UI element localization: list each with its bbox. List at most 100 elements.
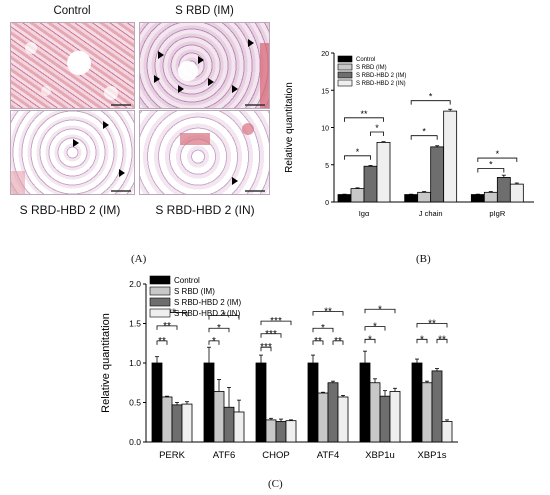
image-title-srbd-hbd2-in: S RBD-HBD 2 (IN): [155, 203, 255, 217]
significance-label: *: [373, 322, 377, 333]
significance-bracket: [416, 323, 448, 328]
category-label: J chain: [419, 209, 443, 218]
y-tick-label: 10: [321, 126, 329, 133]
significance-bracket: [260, 320, 292, 326]
category-label: XBP1u: [365, 450, 395, 461]
category-label: ATF6: [213, 450, 236, 461]
bar: [233, 411, 245, 443]
bar: [337, 396, 349, 443]
y-axis-label: Relative quantitation: [100, 313, 112, 413]
significance-bracket: [260, 333, 282, 338]
y-tick-label: 0: [325, 200, 329, 207]
y-tick-label: 0.0: [129, 437, 141, 447]
significance-label: **: [163, 321, 171, 332]
chart-b: 0 5 10 15 20 Relative quantitation Igα J chain p…: [284, 51, 534, 218]
bar: [359, 362, 371, 443]
bar: [350, 188, 365, 203]
significance-bracket: [208, 315, 240, 320]
legend-label: Control: [356, 57, 375, 63]
significance-label: ***: [265, 329, 277, 340]
category-label: pIgR: [489, 209, 505, 218]
y-tick-label: 1.0: [129, 358, 141, 368]
image-title-srbd-hbd2-im: S RBD-HBD 2 (IM): [19, 203, 121, 217]
bar: [496, 177, 511, 203]
image-title-control: Control: [53, 5, 91, 17]
significance-bracket: [156, 325, 178, 330]
bar: [337, 194, 352, 203]
bar: [171, 404, 183, 443]
legend-label: S RBD-HBD 2 (IN): [356, 81, 406, 87]
bar: [430, 146, 445, 203]
significance-label: **: [168, 307, 176, 318]
significance-bracket: [416, 338, 428, 344]
micrograph-control-svg: [25, 42, 131, 106]
panel-label-b: (B): [416, 253, 431, 265]
bar: [203, 362, 215, 443]
significance-label: *: [356, 147, 360, 157]
significance-bracket: [260, 346, 272, 352]
significance-bracket: [410, 135, 438, 140]
legend-label: S RBD-HBD 2 (IM): [356, 73, 406, 79]
micrograph-srbd-im: [139, 22, 270, 109]
legend-swatch: [337, 63, 353, 71]
bar: [275, 421, 287, 443]
bar: [376, 142, 391, 203]
significance-bracket: [332, 340, 344, 345]
bar: [151, 362, 163, 443]
y-tick-label: 5: [325, 163, 329, 170]
significance-label: *: [375, 123, 379, 133]
significance-label: ***: [260, 342, 272, 353]
significance-bracket: [344, 155, 371, 160]
micrograph-srbd-hbd2-in-svg: [180, 123, 265, 192]
bar: [470, 194, 485, 203]
chart-c: 0.0 0.5 1.0 1.5 2.0 Relative quantitation PERK…: [100, 275, 458, 461]
legend-swatch: [149, 297, 171, 307]
significance-bracket: [364, 308, 396, 314]
significance-bracket: [436, 338, 448, 344]
significance-label: **: [438, 334, 446, 345]
bar: [411, 362, 423, 443]
significance-label: *: [212, 336, 216, 347]
y-axis-label: Relative quantitation: [284, 82, 295, 173]
micrograph-srbd-hbd2-im-svg: [11, 121, 131, 194]
significance-label: **: [334, 336, 342, 347]
category-label: Igα: [359, 209, 370, 218]
significance-label: *: [368, 334, 372, 345]
legend-label: S RBD (IM): [174, 287, 215, 296]
significance-label: *: [222, 311, 226, 322]
bar: [379, 395, 391, 443]
significance-label: *: [217, 323, 221, 334]
significance-bracket: [312, 340, 324, 345]
significance-label: **: [324, 307, 332, 318]
bar: [363, 165, 378, 203]
category-label: XBP1s: [417, 450, 446, 461]
y-tick-label: 0.5: [129, 398, 141, 408]
bar: [369, 382, 381, 443]
bar: [213, 391, 225, 443]
bar: [441, 421, 453, 443]
category-label: ATF4: [317, 450, 340, 461]
significance-label: *: [378, 304, 382, 315]
micrograph-control: [10, 22, 135, 109]
legend-swatch: [149, 308, 171, 318]
bar: [223, 406, 235, 443]
bar: [161, 396, 173, 443]
bar: [317, 392, 329, 443]
legend-swatch: [149, 275, 171, 285]
bar: [285, 420, 297, 443]
category-label: CHOP: [262, 450, 289, 461]
category-label: PERK: [159, 450, 186, 461]
legend-label: Control: [174, 276, 200, 285]
legend-swatch: [337, 71, 353, 79]
bar: [431, 370, 443, 443]
significance-label: ***: [270, 316, 282, 327]
legend-swatch: [337, 79, 353, 87]
legend-label: S RBD-HBD 2 (IM): [174, 298, 241, 307]
legend-swatch: [149, 286, 171, 296]
micrograph-srbd-hbd2-in: [139, 110, 270, 195]
significance-label: **: [360, 109, 368, 119]
significance-bracket: [477, 157, 518, 163]
legend-label: S RBD-HBD 2 (IN): [174, 309, 241, 318]
y-tick-label: 20: [321, 51, 329, 58]
significance-label: **: [158, 336, 166, 347]
